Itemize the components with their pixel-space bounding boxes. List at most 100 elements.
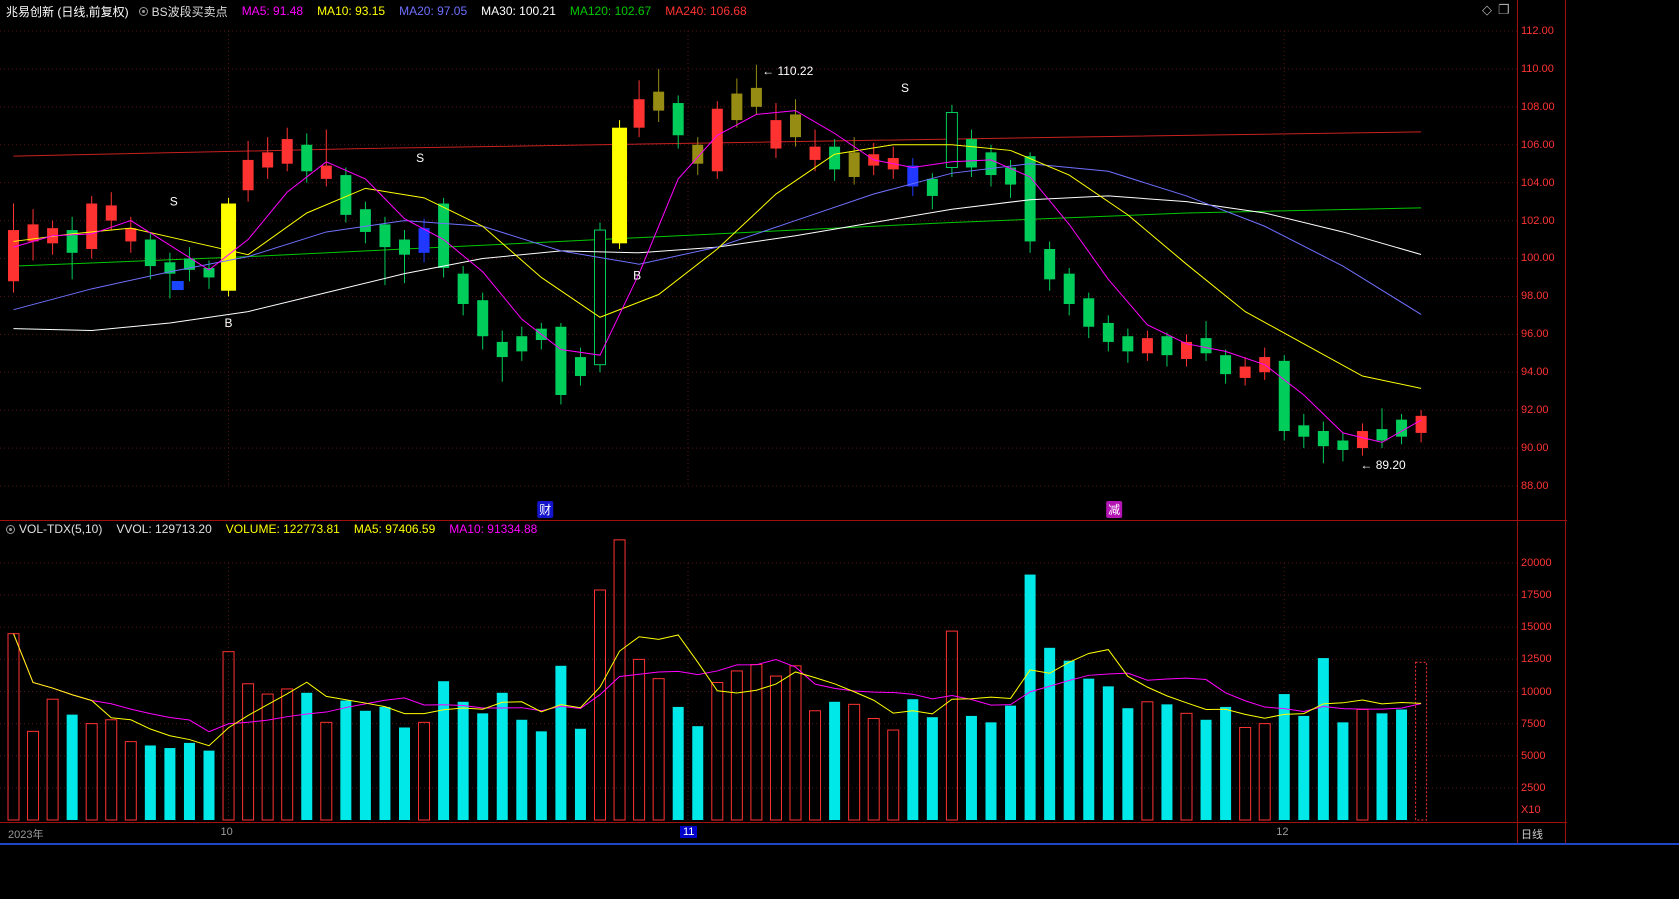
volume-axis-label: 12500 <box>1521 653 1552 666</box>
candle-body <box>203 267 215 278</box>
volume-bar <box>829 701 841 820</box>
volume-bar <box>809 710 822 821</box>
indicator-toggle[interactable]: BS波段买卖点 <box>138 3 228 20</box>
volume-bar <box>1298 715 1310 820</box>
volume-bar <box>1337 722 1349 820</box>
volume-bar <box>1122 708 1134 820</box>
candle-body <box>594 229 606 366</box>
candle-body <box>1181 341 1192 359</box>
volume-bar <box>457 701 469 820</box>
candle-body <box>1044 249 1056 280</box>
candle-body <box>516 336 528 352</box>
price-axis-label: 94.00 <box>1521 366 1549 379</box>
ma5-line <box>13 110 1422 443</box>
volume-bar <box>652 678 665 821</box>
volume-bar <box>1239 726 1252 821</box>
volume-bar <box>399 727 410 820</box>
candle-body <box>1376 429 1388 441</box>
candle-body <box>457 273 469 304</box>
candle-body <box>1102 322 1114 342</box>
event-badge[interactable] <box>537 501 554 518</box>
candle-body <box>379 224 391 248</box>
volume-bar <box>27 730 40 821</box>
month-label: 12 <box>1276 826 1289 838</box>
volume-header: VOL-TDX(5,10) VVOL: 129713.20 VOLUME: 12… <box>0 521 1517 537</box>
candle-body <box>926 178 938 196</box>
candle-body <box>399 239 410 255</box>
volume-bar <box>1220 706 1232 820</box>
candle-body <box>1005 167 1017 185</box>
volume-axis-label: 20000 <box>1521 557 1552 569</box>
volume-bar <box>594 589 606 821</box>
volume-bar <box>242 683 255 821</box>
volume-bar <box>222 651 235 821</box>
volume-axis-label: 17500 <box>1521 589 1552 602</box>
candle-body <box>359 209 371 232</box>
pane-divider-bottom <box>0 822 1567 823</box>
volume-bar <box>301 692 313 820</box>
volume-bar <box>769 675 782 821</box>
candle-body <box>301 144 313 172</box>
volume-bar <box>46 698 59 821</box>
main-candlestick-chart[interactable]: S S S B B ← 110.22 ← 89.20 财 减 <box>0 22 1517 520</box>
indicator-label: BS波段买卖点 <box>151 4 228 19</box>
candle-body <box>125 228 137 242</box>
ma10-legend: MA10: 93.15 <box>317 4 386 18</box>
volume-bar <box>1317 658 1329 820</box>
volume-bar <box>887 729 900 821</box>
sell-signal-label: S <box>416 151 424 165</box>
volume-bar <box>85 723 98 821</box>
volume-bar <box>496 692 508 820</box>
candle-body <box>105 205 117 221</box>
candle-body <box>27 224 39 242</box>
candle-body <box>633 99 645 128</box>
sell-signal-label: S <box>170 195 178 209</box>
candle-body <box>1415 415 1427 433</box>
volume-bar <box>945 630 958 821</box>
volume-bar <box>1356 708 1369 821</box>
volume-bar <box>164 748 176 820</box>
candle-body <box>574 357 586 377</box>
volume-bar <box>692 726 704 820</box>
price-callout: ← 89.20 <box>1360 458 1406 472</box>
volume-bar <box>7 633 20 821</box>
volume-chart[interactable] <box>0 537 1517 822</box>
volume-bar <box>1063 660 1075 820</box>
candle-body <box>1024 156 1036 242</box>
candle-body <box>829 146 841 170</box>
signal-mark <box>171 281 184 291</box>
candle-body <box>1220 355 1232 375</box>
volume-bar <box>281 688 294 821</box>
event-badge[interactable] <box>1106 501 1123 518</box>
volume-bar <box>1396 709 1408 820</box>
sell-signal-label: S <box>901 81 909 95</box>
header-bar: 兆易创新 (日线,前复权) BS波段买卖点 MA5: 91.48 MA10: 9… <box>0 0 1517 22</box>
volume-bar <box>1258 723 1271 821</box>
year-label: 2023年 <box>8 829 44 841</box>
candle-body <box>1356 431 1368 449</box>
ma10-line <box>13 144 1422 389</box>
volume-bar <box>183 742 195 820</box>
diamond-icon[interactable]: ◇ <box>1482 2 1498 17</box>
axis-border-left <box>1517 0 1518 843</box>
candle-body <box>770 120 782 149</box>
volume-bar <box>66 714 78 820</box>
period-label: 日线 <box>1521 829 1543 841</box>
price-axis-label: 102.00 <box>1521 214 1555 227</box>
bottom-window-border <box>0 843 1679 845</box>
vol-ma5-value: MA5: 97406.59 <box>353 522 436 536</box>
candle-body <box>1063 273 1075 304</box>
candle-body <box>164 262 176 274</box>
volume-bar <box>1102 686 1114 820</box>
ma30-legend: MA30: 100.21 <box>481 4 556 18</box>
ma120-legend: MA120: 102.67 <box>569 4 652 18</box>
restore-window-icon[interactable]: ❐ <box>1498 2 1516 17</box>
volume-multiplier-label: X10 <box>1521 804 1541 816</box>
vol-indicator-name[interactable]: VOL-TDX(5,10) <box>19 522 103 536</box>
volume-bar <box>320 721 333 821</box>
candle-body <box>945 112 958 168</box>
volume-bar <box>477 713 489 820</box>
volume-bar <box>1200 719 1212 820</box>
volume-axis-label: 2500 <box>1521 781 1546 794</box>
